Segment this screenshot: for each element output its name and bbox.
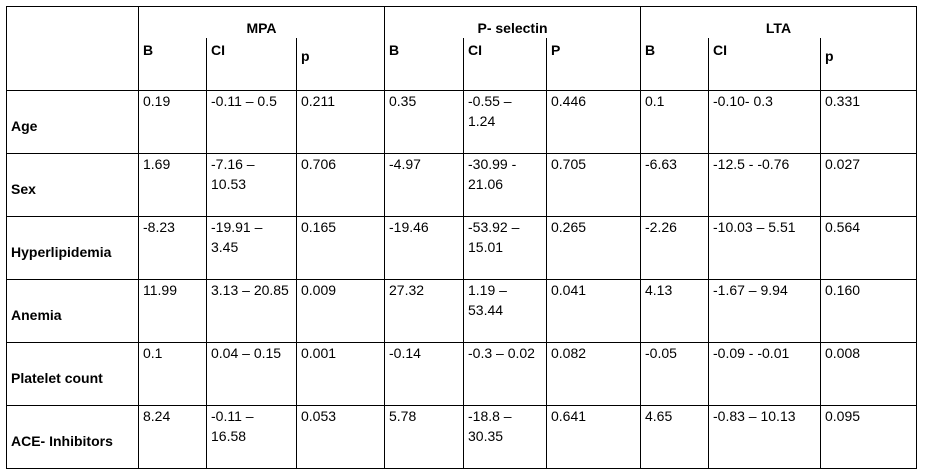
b-value-cell: 0.1 — [640, 90, 709, 154]
subheader-p: P — [546, 38, 641, 91]
p-value-cell: 0.165 — [296, 216, 385, 280]
ci-value-cell: -19.91 – 3.45 — [206, 216, 297, 280]
sub-header-row: B CI p B CI P B CI p — [7, 38, 917, 91]
ci-value-cell: -7.16 – 10.53 — [206, 153, 297, 217]
b-value-cell: 11.99 — [138, 279, 207, 343]
p-value-cell: 0.008 — [820, 342, 917, 406]
subheader-p: p — [296, 38, 385, 91]
ci-value-cell: -18.8 – 30.35 — [463, 405, 547, 469]
b-value-cell: -8.23 — [138, 216, 207, 280]
p-value-cell: 0.211 — [296, 90, 385, 154]
b-value-cell: 0.19 — [138, 90, 207, 154]
p-value-cell: 0.265 — [546, 216, 641, 280]
b-value-cell: 4.65 — [640, 405, 709, 469]
ci-value-cell: -0.83 – 10.13 — [708, 405, 821, 469]
table-row: Anemia 11.99 3.13 – 20.85 0.009 27.32 1.19 – … — [6, 279, 917, 343]
row-label: Sex — [6, 153, 139, 217]
b-value-cell: -2.26 — [640, 216, 709, 280]
row-label: ACE- Inhibitors — [6, 405, 139, 469]
ci-value-cell: -10.03 – 5.51 — [708, 216, 821, 280]
ci-value-cell: 1.19 – 53.44 — [463, 279, 547, 343]
p-value-cell: 0.564 — [820, 216, 917, 280]
p-value-cell: 0.082 — [546, 342, 641, 406]
group-header-mpa: MPA — [138, 6, 385, 38]
p-value-cell: 0.001 — [296, 342, 385, 406]
subheader-ci: CI — [708, 38, 821, 91]
ci-value-cell: -0.55 – 1.24 — [463, 90, 547, 154]
row-label: Anemia — [6, 279, 139, 343]
ci-value-cell: -0.3 – 0.02 — [463, 342, 547, 406]
subheader-ci: CI — [463, 38, 547, 91]
p-value-cell: 0.641 — [546, 405, 641, 469]
subheader-b: B — [384, 38, 464, 91]
subheader-b: B — [640, 38, 709, 91]
b-value-cell: 0.35 — [384, 90, 464, 154]
p-value-cell: 0.053 — [296, 405, 385, 469]
p-value-cell: 0.446 — [546, 90, 641, 154]
b-value-cell: -4.97 — [384, 153, 464, 217]
p-value-cell: 0.706 — [296, 153, 385, 217]
row-label: Platelet count — [6, 342, 139, 406]
ci-value-cell: -0.11 – 16.58 — [206, 405, 297, 469]
p-value-cell: 0.705 — [546, 153, 641, 217]
ci-value-cell: 3.13 – 20.85 — [206, 279, 297, 343]
p-value-cell: 0.095 — [820, 405, 917, 469]
corner-cell — [6, 6, 139, 91]
b-value-cell: 5.78 — [384, 405, 464, 469]
table-body: Age 0.19 -0.11 – 0.5 0.211 0.35 -0.55 – 1.24 0… — [6, 90, 917, 469]
ci-value-cell: -0.11 – 0.5 — [206, 90, 297, 154]
row-label: Hyperlipidemia — [6, 216, 139, 280]
b-value-cell: -0.14 — [384, 342, 464, 406]
table-row: Age 0.19 -0.11 – 0.5 0.211 0.35 -0.55 – 1.24 0… — [6, 90, 917, 154]
group-header-lta: LTA — [640, 6, 917, 38]
b-value-cell: -6.63 — [640, 153, 709, 217]
ci-value-cell: -53.92 – 15.01 — [463, 216, 547, 280]
ci-value-cell: -0.10- 0.3 — [708, 90, 821, 154]
group-header-row: MPA P- selectin LTA — [6, 6, 917, 91]
b-value-cell: -0.05 — [640, 342, 709, 406]
p-value-cell: 0.331 — [820, 90, 917, 154]
b-value-cell: -19.46 — [384, 216, 464, 280]
b-value-cell: 0.1 — [138, 342, 207, 406]
b-value-cell: 4.13 — [640, 279, 709, 343]
regression-table: MPA P- selectin LTA B CI p B CI P B CI p… — [6, 6, 917, 469]
b-value-cell: 1.69 — [138, 153, 207, 217]
b-value-cell: 27.32 — [384, 279, 464, 343]
ci-value-cell: -30.99 - 21.06 — [463, 153, 547, 217]
table-row: Sex 1.69 -7.16 – 10.53 0.706 -4.97 -30.99 - 2… — [6, 153, 917, 217]
subheader-ci: CI — [206, 38, 297, 91]
table-row: Platelet count 0.1 0.04 – 0.15 0.001 -0.14 -0… — [6, 342, 917, 406]
p-value-cell: 0.160 — [820, 279, 917, 343]
p-value-cell: 0.027 — [820, 153, 917, 217]
ci-value-cell: 0.04 – 0.15 — [206, 342, 297, 406]
p-value-cell: 0.009 — [296, 279, 385, 343]
row-label: Age — [6, 90, 139, 154]
table-row: ACE- Inhibitors 8.24 -0.11 – 16.58 0.053 5.7… — [6, 405, 917, 469]
ci-value-cell: -12.5 - -0.76 — [708, 153, 821, 217]
subheader-b: B — [138, 38, 207, 91]
b-value-cell: 8.24 — [138, 405, 207, 469]
table-row: Hyperlipidemia -8.23 -19.91 – 3.45 0.165 -19… — [6, 216, 917, 280]
group-header-p-selectin: P- selectin — [384, 6, 641, 38]
p-value-cell: 0.041 — [546, 279, 641, 343]
ci-value-cell: -1.67 – 9.94 — [708, 279, 821, 343]
ci-value-cell: -0.09 - -0.01 — [708, 342, 821, 406]
subheader-p: p — [820, 38, 917, 91]
